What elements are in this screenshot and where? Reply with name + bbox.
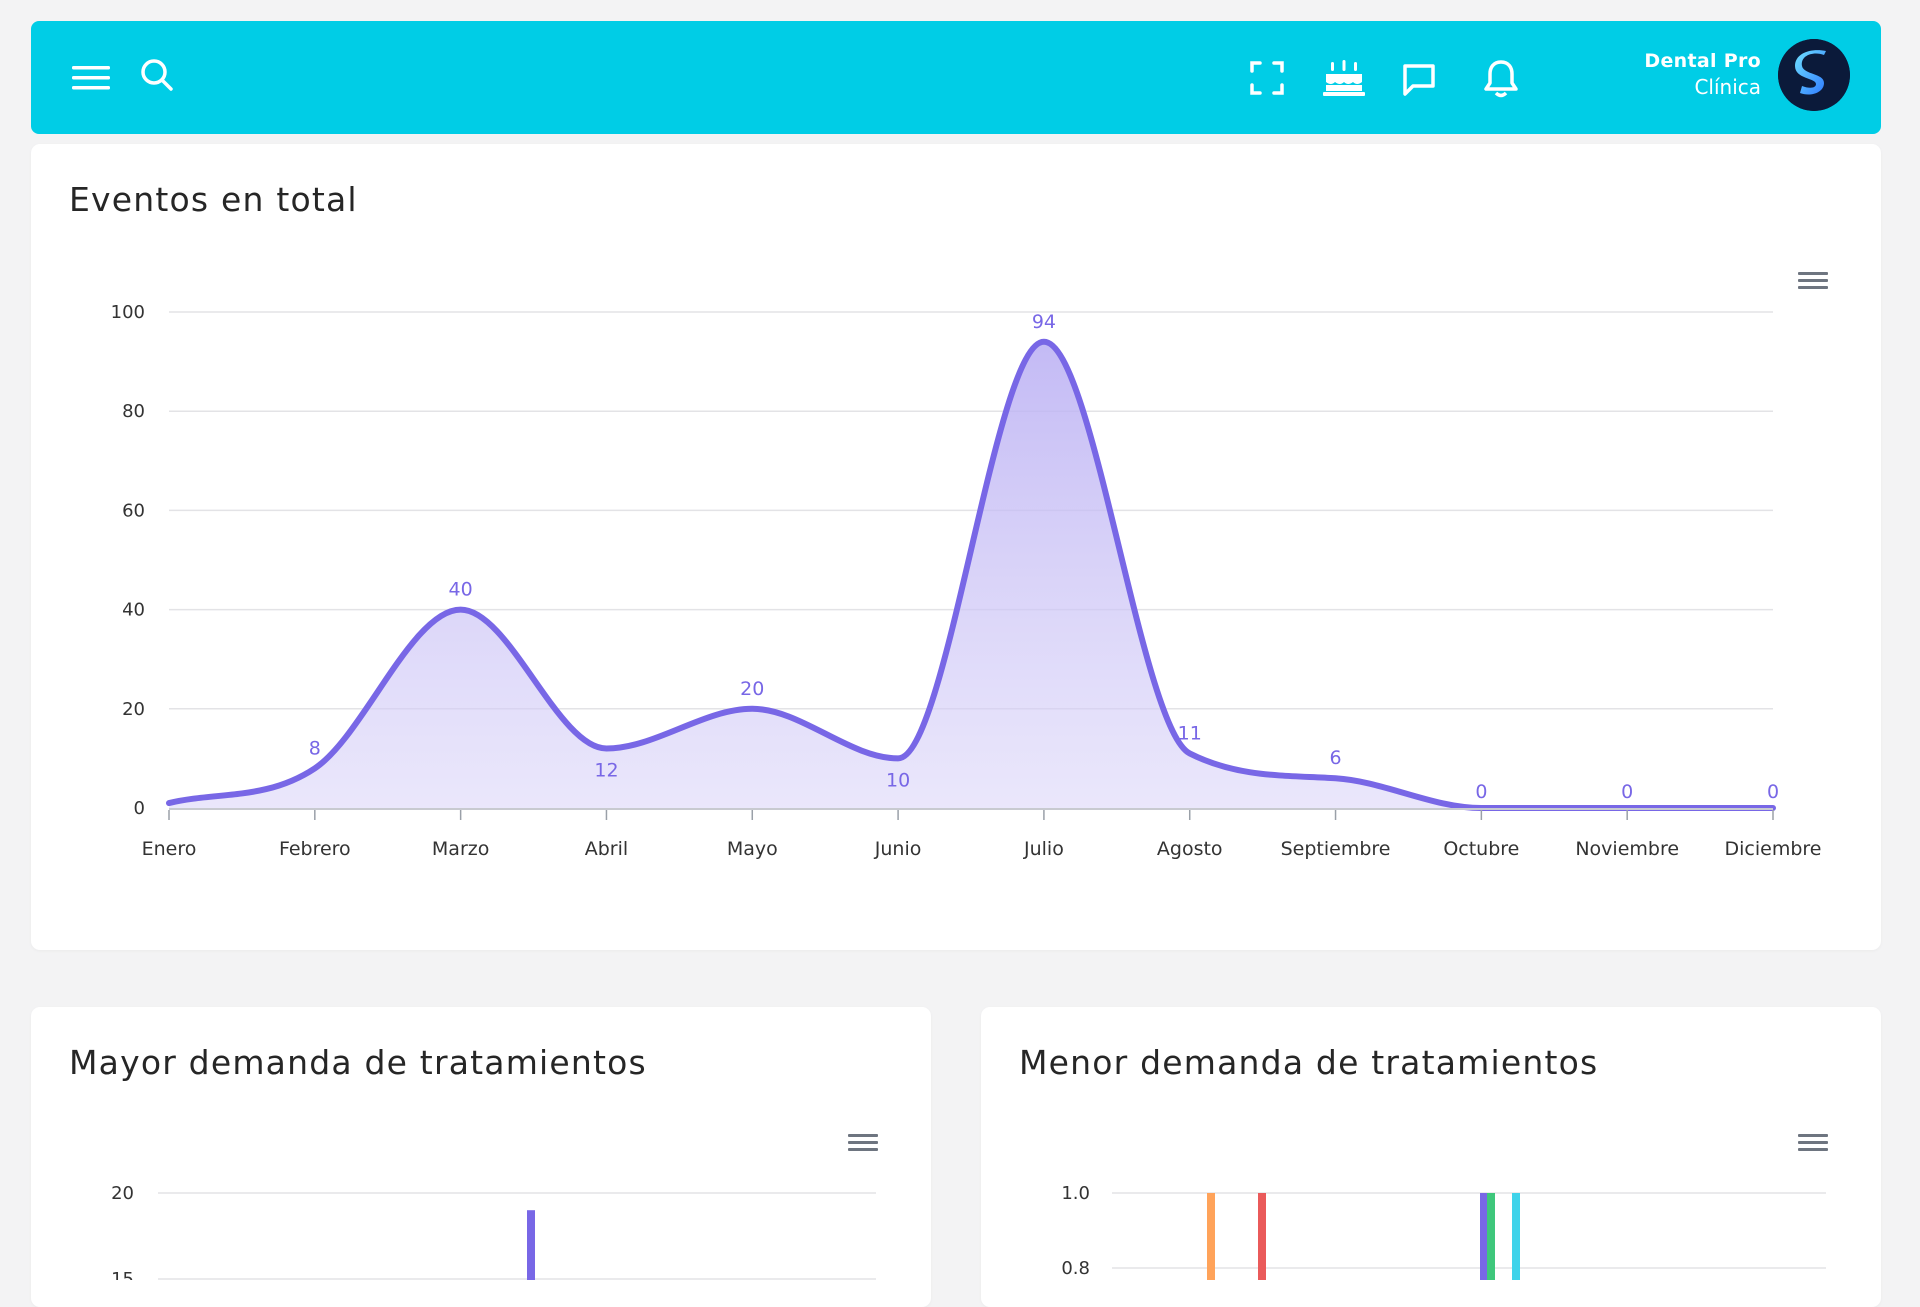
user-role: Clínica <box>1694 75 1761 99</box>
x-tick-label: Abril <box>585 838 628 860</box>
x-tick-label: Diciembre <box>1725 838 1822 860</box>
x-tick-label: Noviembre <box>1575 838 1679 860</box>
area-fill <box>169 341 1773 808</box>
bar[interactable] <box>1207 1193 1215 1280</box>
birthday-cake-icon[interactable] <box>1322 57 1366 99</box>
data-label: 0 <box>1621 781 1633 803</box>
data-label: 10 <box>886 769 910 791</box>
bar[interactable] <box>1258 1193 1266 1280</box>
user-name: Dental Pro <box>1644 50 1761 72</box>
bar[interactable] <box>527 1210 535 1280</box>
y-tick-label: 100 <box>111 302 145 323</box>
chat-icon[interactable] <box>1400 61 1438 99</box>
y-tick-label: 15 <box>111 1269 134 1280</box>
x-tick-label: Enero <box>142 838 197 860</box>
x-tick-label: Septiembre <box>1281 838 1391 860</box>
bell-icon[interactable] <box>1482 58 1520 100</box>
x-tick-label: Febrero <box>279 838 351 860</box>
y-tick-label: 0 <box>134 798 145 819</box>
top-navbar: Dental Pro Clínica <box>31 21 1881 134</box>
menu-icon[interactable] <box>71 63 111 93</box>
bar[interactable] <box>1480 1193 1488 1280</box>
user-info[interactable]: Dental Pro Clínica <box>1644 49 1761 100</box>
y-tick-label: 40 <box>122 600 145 621</box>
events-card: Eventos en total <box>31 144 1881 950</box>
bar[interactable] <box>1487 1193 1495 1280</box>
y-tick-label: 20 <box>111 1183 134 1204</box>
y-tick-label: 60 <box>122 500 145 521</box>
y-tick-label: 20 <box>122 699 145 720</box>
data-label: 8 <box>309 737 321 759</box>
card-title: Eventos en total <box>69 180 358 219</box>
search-icon[interactable] <box>139 57 175 93</box>
x-tick-label: Agosto <box>1157 838 1223 860</box>
chart-menu-icon[interactable] <box>1798 272 1828 296</box>
fullscreen-icon[interactable] <box>1249 60 1285 96</box>
data-label: 94 <box>1032 311 1056 333</box>
x-tick-label: Junio <box>874 838 922 860</box>
high-demand-card: Mayor demanda de tratamientos <box>31 1007 931 1307</box>
chart-menu-icon[interactable] <box>848 1134 878 1158</box>
bar[interactable] <box>1512 1193 1520 1280</box>
x-tick-label: Marzo <box>432 838 489 860</box>
data-label: 12 <box>594 759 618 781</box>
y-tick-label: 1.0 <box>1061 1183 1090 1204</box>
x-tick-label: Mayo <box>727 838 778 860</box>
x-tick-label: Octubre <box>1443 838 1519 860</box>
data-label: 0 <box>1767 781 1779 803</box>
chart-menu-icon[interactable] <box>1798 1134 1828 1158</box>
y-tick-label: 0.8 <box>1061 1258 1090 1279</box>
series-line[interactable] <box>166 338 1776 812</box>
y-tick-label: 80 <box>122 401 145 422</box>
demand-charts: 20 15 1.0 0.8 <box>111 1183 1826 1280</box>
data-label: 6 <box>1329 747 1341 769</box>
data-label: 40 <box>449 579 473 601</box>
data-label: 11 <box>1178 722 1202 744</box>
x-tick-label: Julio <box>1023 838 1064 860</box>
card-title: Mayor demanda de tratamientos <box>69 1043 647 1082</box>
avatar[interactable] <box>1778 39 1850 111</box>
card-title: Menor demanda de tratamientos <box>1019 1043 1599 1082</box>
data-label: 0 <box>1475 781 1487 803</box>
data-label: 20 <box>740 678 764 700</box>
low-demand-card: Menor demanda de tratamientos <box>981 1007 1881 1307</box>
